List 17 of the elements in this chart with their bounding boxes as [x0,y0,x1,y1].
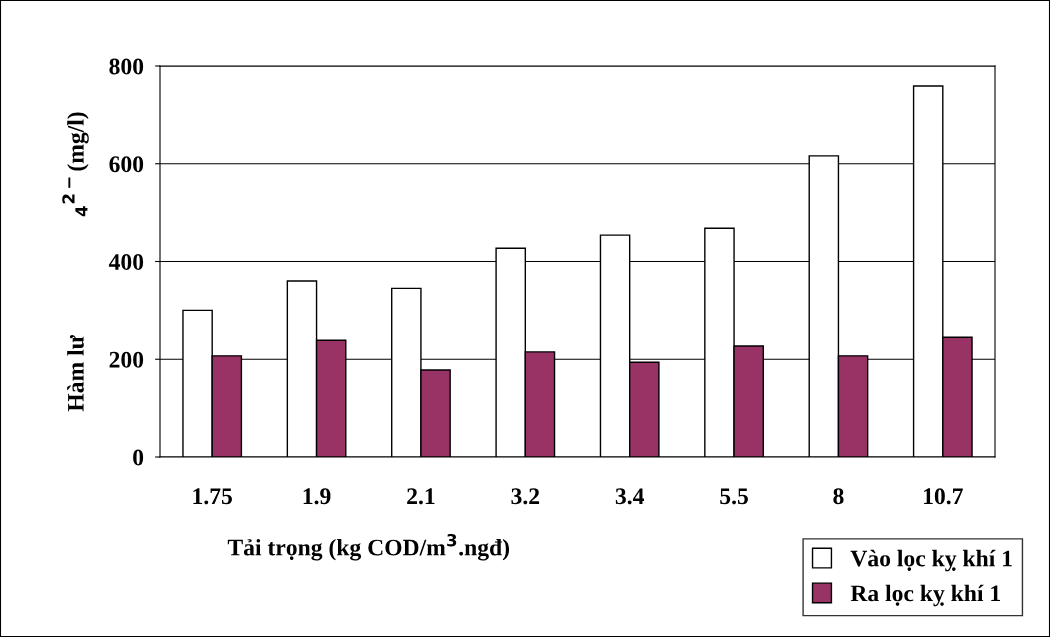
text: Hàm lư $_{4}$$^{2−}$(mg/l) [62,112,89,412]
x-tick-label: 8 [833,488,844,505]
x-tick-label: 2.1 [407,488,435,505]
legend-label: Ra lọc kỵ khí 1 [850,584,1000,607]
x-tick-label: 1.75 [193,488,232,505]
x-tick-label: 10.7 [924,488,963,505]
y-tick-label: 400 [108,253,144,270]
x-tick-label: 3.2 [511,488,540,505]
y-tick-label: 600 [109,156,144,173]
y-tick-label: 0 [133,449,144,466]
x-tick-label: 1.9 [303,488,331,505]
legend-label: Vào lọc kỵ khí 1 [850,549,1012,572]
y-tick-label: 200 [109,351,144,368]
y-tick-label: 800 [109,58,144,75]
x-tick-label: 5.5 [720,488,748,505]
x-tick-label: 3.4 [615,488,645,505]
x-axis-title: Tải trọng (kg COD/m$^{3}$.ngđ) [227,533,510,561]
